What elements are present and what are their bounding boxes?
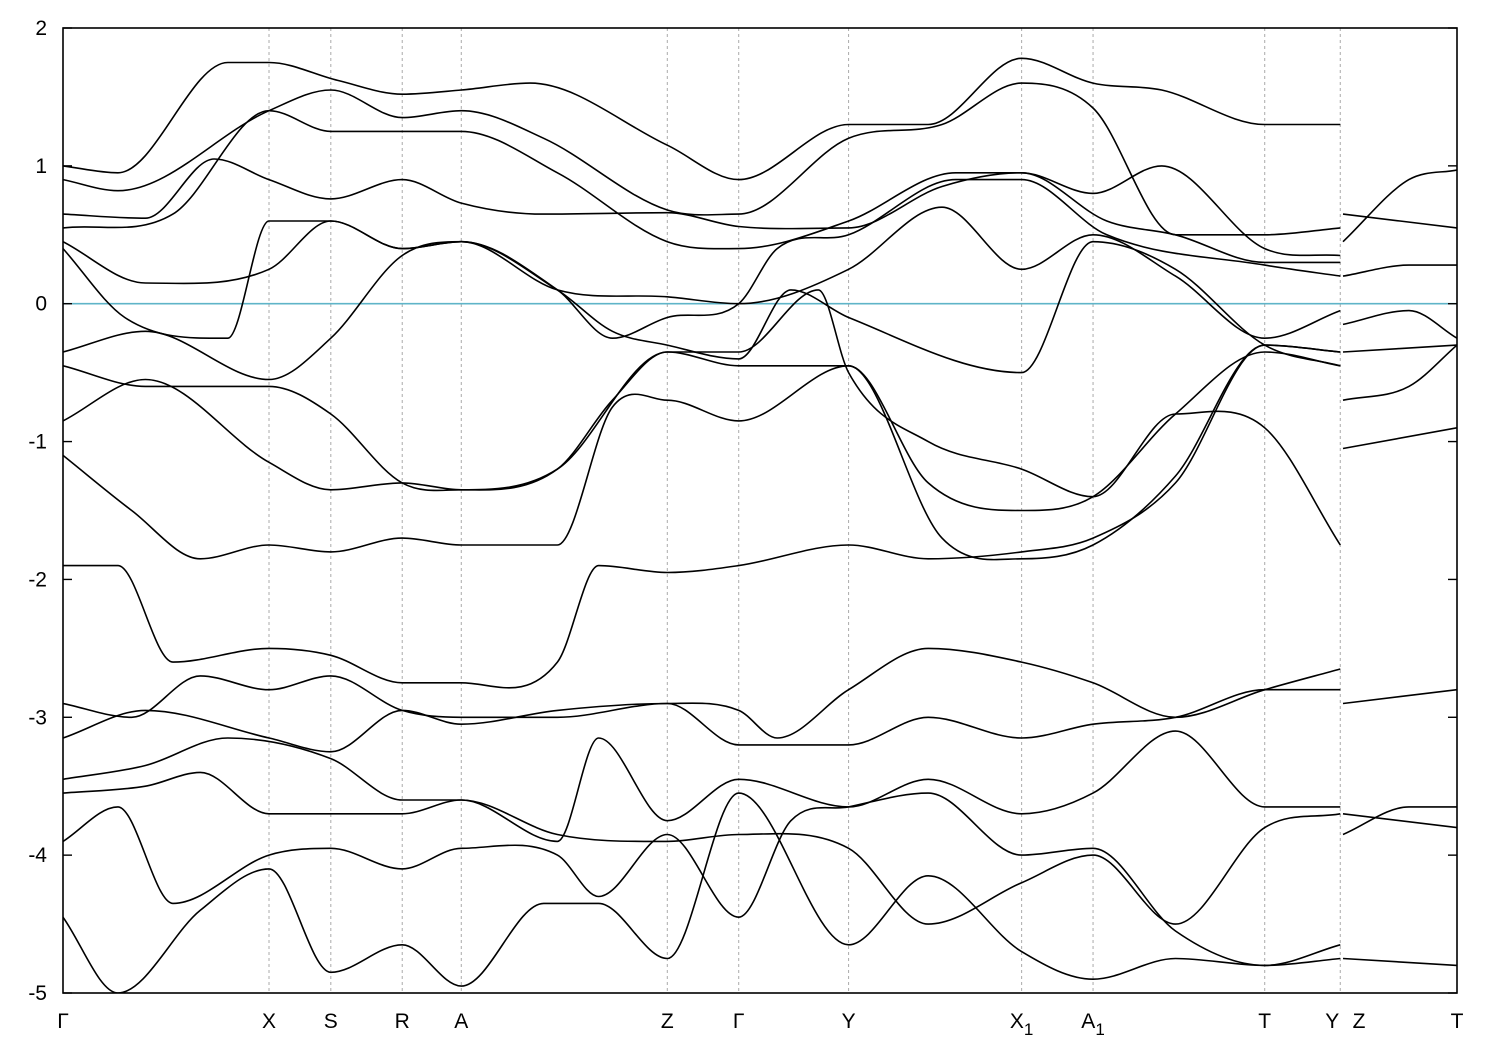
band-line-21 [63, 730, 1341, 843]
x-axis-ticks: Γ X S R A Z Γ Y X1 A1 T Y Z T [57, 1010, 1463, 1039]
kpoint-label: Γ [733, 1010, 745, 1033]
band-line-23 [63, 771, 1341, 925]
band-line-9 [1342, 264, 1457, 277]
kpoint-label: Y [842, 1010, 856, 1033]
y-tick-label: 2 [35, 17, 47, 40]
band-line-11 [1342, 344, 1457, 353]
band-line-15 [1342, 427, 1457, 450]
band-line-8 [63, 178, 1341, 340]
band-line-13 [1342, 344, 1457, 401]
kpoint-label: X1 [1010, 1010, 1033, 1039]
y-tick-label: -1 [28, 431, 47, 454]
kpoint-label: Z [1353, 1010, 1366, 1033]
kpoint-label: A1 [1081, 1010, 1104, 1039]
kpoint-label: Y [1325, 1010, 1339, 1033]
y-tick-label: -5 [28, 982, 47, 1005]
band-line-26 [1342, 957, 1457, 967]
kpoint-grid-lines [268, 28, 1341, 993]
band-line-18 [63, 647, 1341, 739]
band-line-20 [63, 688, 1341, 753]
plot-frame [62, 27, 1458, 994]
band-line-24 [1342, 806, 1457, 836]
y-tick-label: 1 [35, 155, 47, 178]
band-line-3 [1342, 169, 1457, 243]
kpoint-label: A [454, 1010, 468, 1033]
y-tick-label: -3 [28, 706, 47, 729]
band-line-27 [63, 792, 1341, 993]
band-line-0 [63, 57, 1341, 181]
kpoint-label: Z [661, 1010, 674, 1033]
kpoint-label: X [262, 1010, 276, 1033]
kpoint-label: Γ [57, 1010, 69, 1033]
band-line-17 [63, 344, 1341, 689]
band-line-25 [63, 792, 1341, 967]
kpoint-label: S [324, 1010, 338, 1033]
y-tick-label: -2 [28, 568, 47, 591]
band-line-7 [1342, 309, 1457, 339]
band-lines [63, 57, 1457, 993]
band-line-5 [63, 109, 1341, 264]
band-line-14 [63, 289, 1341, 546]
y-tick-label: 0 [35, 293, 47, 316]
band-line-16 [63, 344, 1341, 561]
kpoint-label: T [1451, 1010, 1464, 1033]
band-line-2 [63, 82, 1341, 236]
y-axis-ticks: 2 1 0 -1 -2 -3 -4 -5 [28, 17, 1457, 1005]
band-line-4 [63, 158, 1341, 257]
band-line-12 [63, 351, 1341, 512]
band-line-22 [1342, 813, 1457, 829]
kpoint-label: R [395, 1010, 410, 1033]
band-line-1 [1342, 213, 1457, 229]
band-line-10 [63, 240, 1341, 381]
band-line-6 [63, 206, 1341, 339]
band-line-19 [1342, 688, 1457, 705]
kpoint-label: T [1258, 1010, 1271, 1033]
y-tick-label: -4 [28, 844, 47, 867]
